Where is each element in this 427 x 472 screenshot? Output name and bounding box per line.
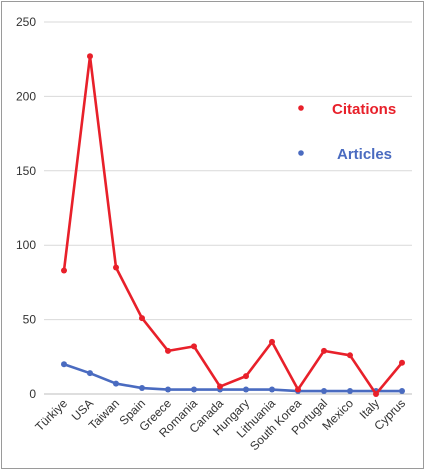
legend-label-citations: Citations bbox=[332, 101, 396, 118]
data-point-articles bbox=[243, 386, 249, 393]
legend-label-articles: Articles bbox=[337, 146, 392, 163]
data-point-citations bbox=[399, 359, 405, 366]
data-point-articles bbox=[61, 361, 67, 368]
data-point-articles bbox=[165, 386, 171, 393]
series-line-articles bbox=[63, 363, 402, 393]
series-line-citations bbox=[62, 54, 403, 396]
data-point-citations bbox=[139, 315, 145, 322]
y-axis-tick-labels: 0 50 100 150 200 250 bbox=[16, 15, 36, 401]
data-point-articles bbox=[87, 370, 93, 377]
gridlines bbox=[44, 21, 412, 395]
data-point-citations bbox=[373, 391, 379, 397]
data-point-citations bbox=[165, 347, 171, 354]
y-tick-label: 50 bbox=[23, 313, 37, 327]
y-tick-label: 250 bbox=[16, 15, 36, 29]
x-axis-tick-labels: TürkiyeUSATaiwanSpainGreeceRomaniaCanada… bbox=[32, 396, 408, 453]
legend-marker-articles bbox=[298, 150, 304, 156]
data-point-articles bbox=[347, 388, 353, 395]
y-tick-label: 200 bbox=[16, 89, 36, 103]
legend-marker-citations bbox=[298, 105, 304, 111]
data-point-citations bbox=[113, 264, 119, 271]
data-point-articles bbox=[321, 388, 327, 395]
data-point-citations bbox=[87, 53, 93, 60]
data-point-citations bbox=[191, 343, 197, 350]
legend: Citations Articles bbox=[298, 101, 396, 163]
data-point-citations bbox=[269, 338, 275, 345]
y-tick-label: 150 bbox=[16, 164, 36, 178]
y-tick-label: 0 bbox=[29, 387, 36, 401]
data-point-citations bbox=[347, 352, 353, 359]
data-point-articles bbox=[399, 388, 405, 395]
data-point-articles bbox=[269, 386, 275, 393]
data-point-articles bbox=[191, 386, 197, 393]
data-point-citations bbox=[295, 386, 301, 393]
data-point-citations bbox=[321, 347, 327, 354]
data-point-citations bbox=[243, 373, 249, 380]
data-point-citations bbox=[217, 383, 223, 390]
y-tick-label: 100 bbox=[16, 238, 36, 252]
series-lines bbox=[61, 53, 405, 397]
data-point-articles bbox=[139, 385, 145, 392]
x-tick-label: Türkiye bbox=[32, 396, 70, 434]
data-point-citations bbox=[61, 267, 67, 274]
data-point-articles bbox=[113, 380, 119, 387]
